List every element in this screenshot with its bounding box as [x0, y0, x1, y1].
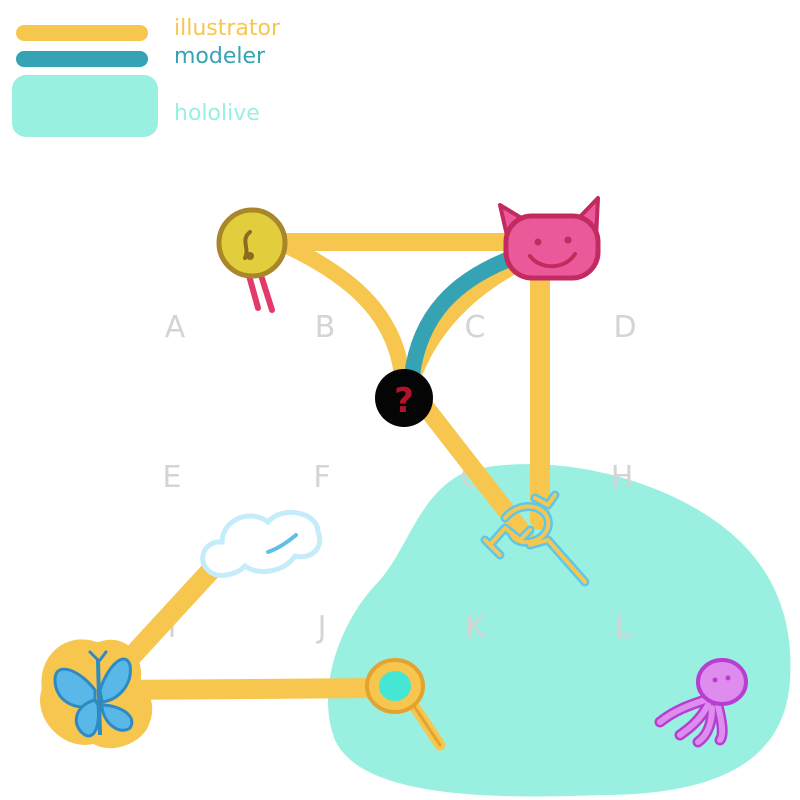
butterfly-icon — [40, 639, 153, 749]
legend: illustrator modeler hololive — [12, 16, 281, 137]
hololive-region — [327, 464, 791, 797]
hand-mirror-icon — [365, 658, 446, 751]
octopus-icon — [654, 658, 748, 748]
legend-label-illustrator: illustrator — [174, 16, 281, 41]
legend-swatch-illustrator — [16, 25, 148, 41]
connections — [100, 233, 554, 700]
legend-label-modeler: modeler — [174, 44, 266, 69]
grid-letter-f: F — [313, 460, 330, 495]
grid-letter-i: I — [168, 610, 177, 645]
edge-bell-unknown — [277, 237, 410, 383]
question-mark-text: ? — [394, 381, 414, 421]
edge-devil-unknown-modeler — [404, 250, 520, 383]
grid-letter-e: E — [163, 460, 182, 495]
edge-butterfly-mirror — [100, 678, 400, 700]
grid-letter-d: D — [613, 310, 636, 345]
grid-letter-a: A — [165, 310, 186, 345]
grid-letter-h: H — [611, 460, 634, 495]
grid-letter-l: L — [615, 610, 632, 645]
grid-letter-k: K — [465, 610, 486, 645]
bell-icon — [216, 207, 288, 313]
grid-letter-j: J — [316, 610, 327, 645]
question-mark-icon: ? — [375, 369, 433, 427]
legend-swatch-modeler — [16, 51, 148, 67]
grid-letter-b: B — [315, 310, 336, 345]
dragon-icon — [480, 490, 590, 587]
grid-letter-c: C — [465, 310, 486, 345]
legend-label-hololive: hololive — [174, 101, 260, 126]
devil-face-icon — [498, 196, 601, 281]
legend-swatch-hololive — [12, 75, 158, 137]
cloud-icon — [200, 510, 323, 578]
